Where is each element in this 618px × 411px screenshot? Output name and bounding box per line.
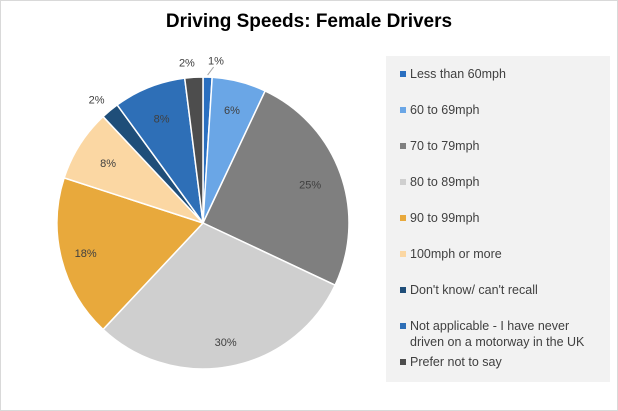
legend: Less than 60mph 60 to 69mph 70 to 79mph 80 …: [386, 56, 610, 382]
legend-item-2: 60 to 69mph: [400, 102, 605, 118]
data-label-7: 2%: [89, 94, 105, 106]
legend-label-4: 80 to 89mph: [410, 175, 480, 189]
legend-item-7: Don't know/ can't recall: [400, 282, 605, 298]
legend-swatch-5: [400, 215, 406, 221]
legend-label-9: Prefer not to say: [410, 355, 502, 369]
legend-label-7: Don't know/ can't recall: [410, 283, 538, 297]
legend-label-6: 100mph or more: [410, 247, 502, 261]
legend-swatch-6: [400, 251, 406, 257]
legend-item-6: 100mph or more: [400, 246, 605, 262]
legend-swatch-1: [400, 71, 406, 77]
chart-title: Driving Speeds: Female Drivers: [165, 11, 453, 32]
legend-item-8: Not applicable - I have never driven on …: [400, 318, 605, 350]
legend-item-3: 70 to 79mph: [400, 138, 605, 154]
legend-label-1: Less than 60mph: [410, 67, 506, 81]
pie-slice-3: [202, 89, 350, 287]
legend-swatch-7: [400, 287, 406, 293]
data-label-5: 18%: [75, 248, 97, 260]
legend-item-4: 80 to 89mph: [400, 174, 605, 190]
data-label-6: 8%: [100, 158, 116, 170]
legend-item-9: Prefer not to say: [400, 354, 605, 370]
legend-swatch-4: [400, 179, 406, 185]
legend-label-8: Not applicable - I have never driven on …: [410, 319, 585, 349]
legend-item-1: Less than 60mph: [400, 66, 605, 82]
data-label-2: 6%: [224, 105, 240, 117]
legend-swatch-3: [400, 143, 406, 149]
legend-swatch-8: [400, 323, 406, 329]
data-label-3: 25%: [299, 179, 321, 191]
pie-slice-4: [101, 222, 337, 370]
legend-swatch-2: [400, 107, 406, 113]
pie-slice-9: [183, 76, 204, 224]
legend-item-5: 90 to 99mph: [400, 210, 605, 226]
legend-label-2: 60 to 69mph: [410, 103, 480, 117]
data-label-8: 8%: [154, 114, 170, 126]
legend-label-5: 90 to 99mph: [410, 211, 480, 225]
data-label-4: 30%: [215, 337, 237, 349]
legend-swatch-9: [400, 359, 406, 365]
leader-line: [207, 66, 215, 76]
data-label-1: 1%: [208, 56, 224, 68]
pie-slice-5: [56, 176, 205, 331]
legend-label-3: 70 to 79mph: [410, 139, 480, 153]
data-label-9: 2%: [179, 58, 195, 70]
